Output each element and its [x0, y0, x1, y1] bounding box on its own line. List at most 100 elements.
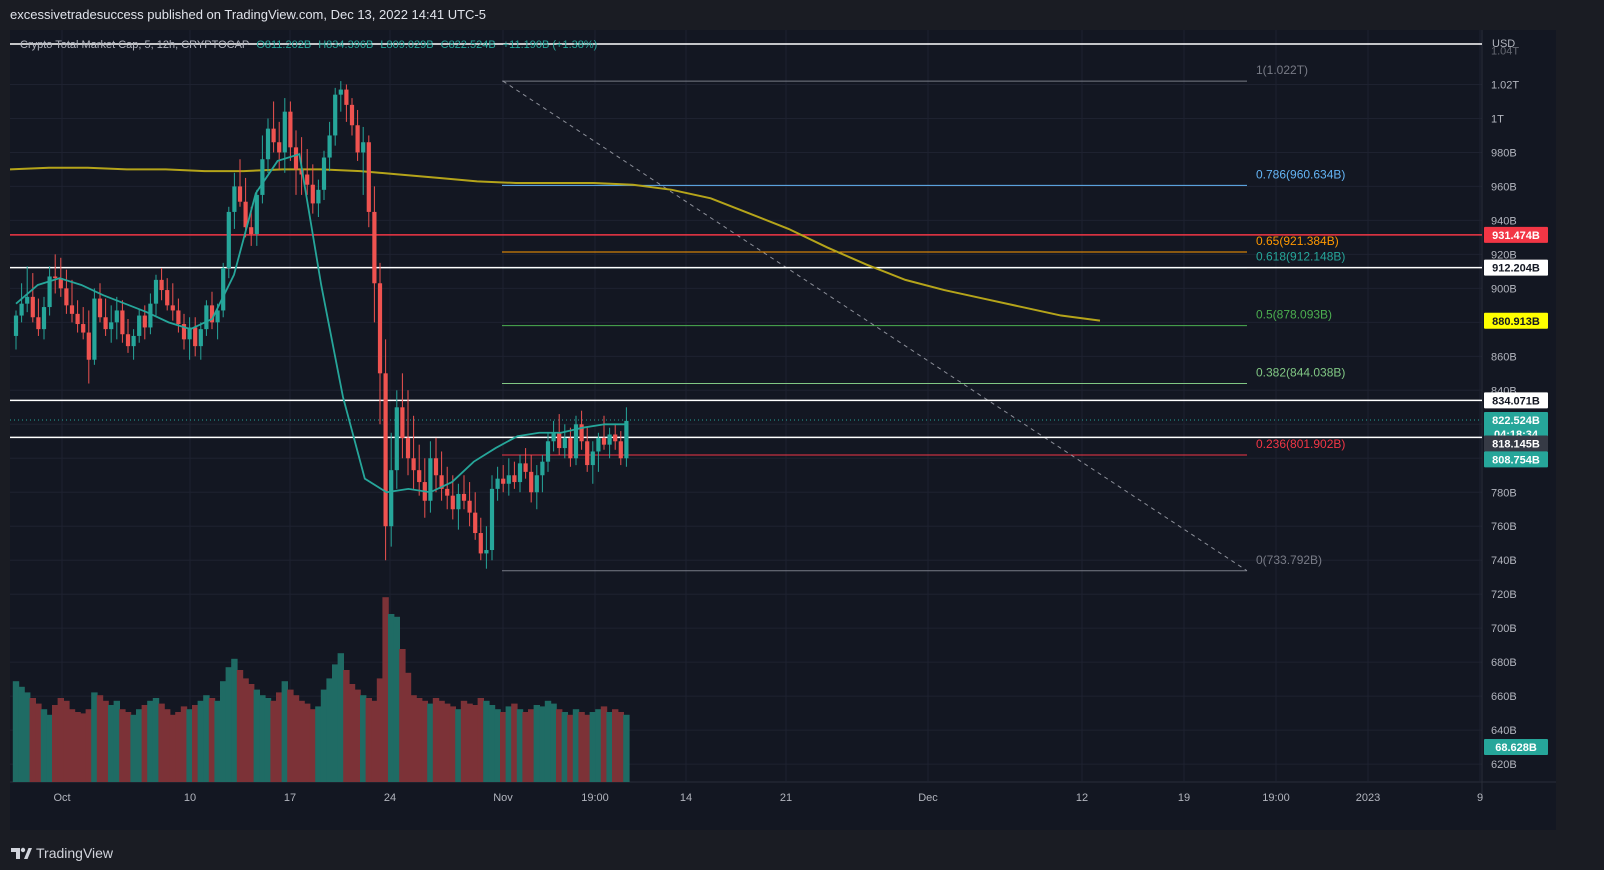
- candle-body: [540, 461, 545, 476]
- candle-body: [109, 322, 114, 330]
- candle-body: [394, 407, 399, 471]
- volume-bar: [108, 705, 115, 782]
- volume-bar: [354, 689, 361, 782]
- x-tick-label: 9: [1477, 792, 1483, 804]
- volume-bar: [578, 712, 585, 782]
- candle-body: [114, 310, 119, 323]
- volume-bar: [360, 695, 367, 782]
- price-tag: 808.754B: [1492, 454, 1540, 466]
- candle-body: [573, 424, 579, 459]
- level-price-tag-bg: [1484, 392, 1548, 409]
- candle-body: [159, 279, 164, 291]
- legend-symbol: Crypto Total Market Cap, 5, 12h, CRYPTOC…: [20, 39, 250, 51]
- candle-body: [64, 288, 69, 306]
- candle-body: [596, 437, 601, 452]
- volume-bar: [612, 709, 619, 782]
- candle-body: [204, 305, 209, 330]
- candle-body: [495, 478, 500, 489]
- candle-body: [148, 303, 153, 328]
- candle-body: [30, 296, 35, 318]
- fib-level-label: 0.65(921.384B): [1256, 234, 1339, 248]
- candle-body: [506, 475, 511, 484]
- candle-body: [417, 470, 422, 483]
- volume-bar: [533, 705, 540, 782]
- volume-bar: [91, 692, 98, 782]
- y-tick-label: 760B: [1491, 521, 1517, 533]
- volume-bar: [460, 700, 468, 782]
- volume-bar: [236, 670, 244, 782]
- y-tick-label-partial: 1.04T: [1491, 45, 1519, 57]
- x-tick-label: 21: [780, 792, 792, 804]
- candle-body: [383, 373, 388, 527]
- candle-body: [372, 211, 377, 284]
- level-price-tag-bg: [1484, 259, 1548, 276]
- candle-body: [282, 111, 287, 153]
- candle-body: [226, 211, 231, 268]
- y-tick-label: 860B: [1491, 351, 1517, 363]
- candle-body: [215, 310, 220, 323]
- x-tick-label: 19:00: [1262, 792, 1290, 804]
- volume-bar: [24, 692, 31, 782]
- candle-body: [333, 94, 338, 136]
- volume-bar: [365, 698, 372, 782]
- legend-low: L809.029B: [380, 39, 434, 51]
- volume-bar: [332, 664, 339, 782]
- legend-close: C822.524B: [440, 39, 496, 51]
- volume-bar: [623, 714, 630, 782]
- volume-bar: [315, 706, 322, 782]
- candle-body: [590, 451, 595, 466]
- candle-body: [120, 310, 125, 335]
- x-tick-label: Nov: [493, 792, 513, 804]
- volume-bar: [287, 689, 294, 782]
- volume-bar: [248, 684, 255, 782]
- level-price-tag-bg: [1484, 226, 1548, 243]
- level-price-tag: 834.071B: [1492, 395, 1540, 407]
- candle-body: [484, 550, 489, 554]
- candle-body: [187, 327, 192, 340]
- volume-bar: [68, 709, 76, 782]
- volume-bar: [399, 649, 406, 782]
- candle-body: [467, 500, 472, 513]
- candle-body: [456, 493, 461, 510]
- volume-bar: [141, 705, 148, 782]
- price-tag-bg: [1484, 451, 1548, 468]
- candle-body: [81, 324, 86, 333]
- volume-bar: [186, 709, 193, 782]
- y-tick-label: 720B: [1491, 589, 1517, 601]
- volume-bar: [152, 698, 160, 782]
- candle-body: [445, 488, 450, 496]
- candle-body: [47, 276, 52, 308]
- volume-bar: [382, 597, 389, 782]
- symbol-legend[interactable]: Crypto Total Market Cap, 5, 12h, CRYPTOC…: [20, 39, 601, 51]
- volume-bar: [500, 712, 507, 782]
- candle-body: [209, 305, 215, 323]
- y-tick-label: 780B: [1491, 487, 1517, 499]
- volume-bar: [589, 712, 596, 782]
- candle-body: [568, 437, 573, 459]
- tradingview-footer[interactable]: TradingView: [10, 842, 113, 864]
- candle-body: [585, 441, 590, 466]
- candle-body: [58, 278, 63, 289]
- chart-canvas[interactable]: 620B640B660B680B700B720B740B760B780B800B…: [10, 30, 1556, 830]
- volume-bar: [85, 709, 92, 782]
- volume-bar: [147, 700, 154, 782]
- chart-frame[interactable]: 620B640B660B680B700B720B740B760B780B800B…: [10, 30, 1556, 830]
- y-tick-label: 1.02T: [1491, 79, 1519, 91]
- candle-body: [260, 159, 265, 195]
- candle-body: [69, 305, 75, 314]
- volume-bar: [388, 614, 395, 782]
- candle-body: [478, 533, 483, 554]
- x-tick-label: 19:00: [581, 792, 609, 804]
- volume-bar: [572, 709, 580, 782]
- x-tick-label: 19: [1178, 792, 1190, 804]
- volume-bar: [539, 706, 546, 782]
- volume-bar: [427, 703, 434, 782]
- candle-body: [377, 283, 383, 374]
- candle-body: [243, 201, 248, 228]
- volume-bar: [231, 658, 238, 782]
- candle-body: [97, 298, 103, 318]
- volume-bar: [203, 695, 210, 782]
- volume-bar: [309, 709, 316, 782]
- candle-body: [137, 315, 142, 336]
- candle-body: [19, 303, 24, 316]
